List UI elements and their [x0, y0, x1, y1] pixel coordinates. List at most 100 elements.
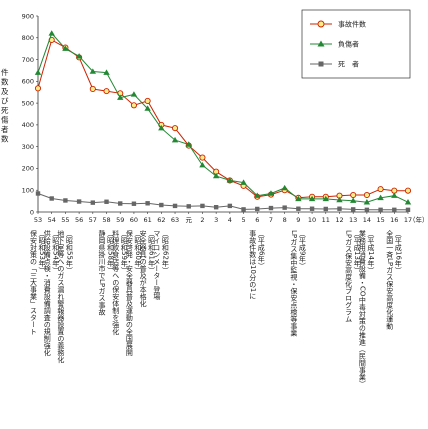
point-s0-57	[89, 85, 96, 93]
point-s2-55	[63, 198, 68, 203]
plot-axes	[36, 15, 409, 214]
point-s2-17	[405, 207, 411, 213]
x-tick-label-59: 59	[116, 216, 124, 224]
annotation-58-line-0: （昭和58年）	[107, 230, 115, 274]
point-s2-11	[323, 206, 328, 212]
x-tick-label-6: 6	[255, 216, 259, 224]
point-s1-15	[377, 194, 384, 201]
event-annotations: （昭和53年）保安対策の「三大事業」スタート （昭和54年）供給設備点検・消費設備…	[30, 229, 403, 387]
point-s1-5	[240, 179, 247, 185]
point-s1-58	[103, 69, 110, 75]
point-s0-13	[350, 191, 357, 199]
point-s2-12	[337, 206, 342, 211]
point-s2-2	[200, 203, 205, 209]
point-s2-53	[35, 191, 41, 196]
x-tick-label-11: 11	[322, 216, 330, 224]
x-tick-label-7: 7	[269, 216, 273, 224]
x-tick-label-63: 63	[171, 216, 179, 224]
x-tick-label-2: 2	[200, 216, 204, 224]
point-s2-60	[131, 201, 137, 206]
point-s2-6	[255, 206, 260, 212]
x-tick-label-元: 元	[185, 216, 192, 224]
series-lines	[34, 30, 412, 213]
point-s2-8	[282, 205, 287, 210]
x-axis-unit: （年）	[409, 215, 428, 224]
point-s0-15	[377, 186, 384, 193]
point-s2-57	[90, 200, 96, 205]
point-s2-7	[268, 205, 274, 211]
annotation-62-line-1: マイコンメーター登場	[153, 230, 161, 301]
series-line-1	[37, 32, 409, 203]
point-s1-13	[349, 197, 357, 203]
annotation-14-line-0: （平成14年）	[367, 230, 375, 274]
legend-marker-2	[318, 61, 324, 67]
point-s1-56	[75, 53, 83, 59]
point-s2-5	[241, 207, 246, 212]
y-tick-label-100: 100	[22, 187, 34, 195]
annotation-55-line-1: 地下室等へのガス漏れ警報器設置の義務化	[57, 229, 65, 364]
point-s1-11	[322, 195, 329, 202]
point-s2-10	[309, 206, 315, 211]
point-s1-16	[391, 192, 398, 198]
x-tick-label-61: 61	[143, 216, 151, 224]
x-tick-label-14: 14	[363, 216, 371, 224]
point-s1-10	[308, 195, 316, 202]
x-tick-label-9: 9	[296, 216, 300, 224]
x-tick-label-3: 3	[214, 216, 218, 224]
point-s2-16	[392, 207, 397, 213]
point-s1-9	[295, 195, 302, 202]
y-tick-label-400: 400	[22, 121, 34, 129]
annotation-9-line-1: LPガス集中監視・保安点検等事業	[290, 230, 298, 337]
x-tick-label-54: 54	[48, 216, 56, 224]
point-s0-2	[199, 154, 206, 161]
annotation-62-line-0: （昭和62年）	[161, 230, 169, 274]
x-tick-label-55: 55	[61, 216, 69, 224]
annotation-59-line-1: 料理飲食店等への保安体制を強化	[112, 229, 120, 336]
x-tick-label-12: 12	[335, 216, 343, 224]
point-s0-17	[404, 187, 412, 194]
annotation-9-line-0: （平成9年）	[298, 230, 306, 269]
series-line-2	[37, 193, 408, 211]
y-tick-label-900: 900	[22, 12, 34, 20]
x-tick-label-4: 4	[228, 216, 232, 224]
annotation-61-line-1: 安全器具の普及が本格化	[139, 229, 147, 308]
annotation-59-line-0: （昭和59年）	[120, 230, 128, 274]
point-s1-57	[89, 68, 97, 74]
point-s1-4	[226, 177, 234, 183]
legend-marker-0	[317, 20, 325, 28]
point-s1-54	[48, 30, 55, 36]
y-tick-label-300: 300	[22, 143, 34, 151]
point-s1-3	[212, 172, 220, 179]
y-tick-labels: 0 100 200 300 400 500 600 700 800 900	[22, 12, 34, 216]
point-s1-61	[144, 105, 151, 111]
point-s2-56	[76, 199, 82, 204]
x-tick-label-62: 62	[157, 216, 165, 224]
point-s1-55	[62, 45, 69, 51]
annotation-6-line-0: （平成6年）	[257, 230, 265, 269]
point-s1-12	[336, 196, 343, 203]
x-tick-label-16: 16	[390, 216, 398, 224]
y-tick-label-200: 200	[22, 165, 34, 173]
point-s1-60	[130, 91, 138, 97]
point-s0-63	[171, 125, 179, 132]
point-s2-59	[118, 201, 123, 206]
x-tick-label-17: 17	[404, 216, 412, 224]
point-s1-7	[267, 190, 275, 196]
legend-label-1: 負傷者	[338, 40, 359, 49]
y-tick-label-700: 700	[22, 56, 34, 64]
point-s0-61	[144, 97, 151, 104]
point-s0-53	[34, 85, 42, 92]
point-s2-62	[159, 202, 164, 208]
x-tick-label-13: 13	[349, 216, 357, 224]
annotation-14-line-1: 業務用消費設備・CO中毒対策の推進（民間事業）	[358, 229, 366, 387]
point-s0-60	[130, 102, 137, 109]
y-axis-label: 件数及び死傷者数	[1, 67, 9, 144]
x-tick-label-56: 56	[75, 216, 83, 224]
point-s2-15	[378, 207, 383, 213]
x-tick-label-8: 8	[283, 216, 287, 224]
y-tick-label-500: 500	[22, 99, 34, 107]
point-s1-17	[404, 199, 412, 205]
y-tick-label-800: 800	[22, 34, 34, 42]
annotation-13-line-1: LPガス保安高度化プログラム	[345, 230, 353, 322]
